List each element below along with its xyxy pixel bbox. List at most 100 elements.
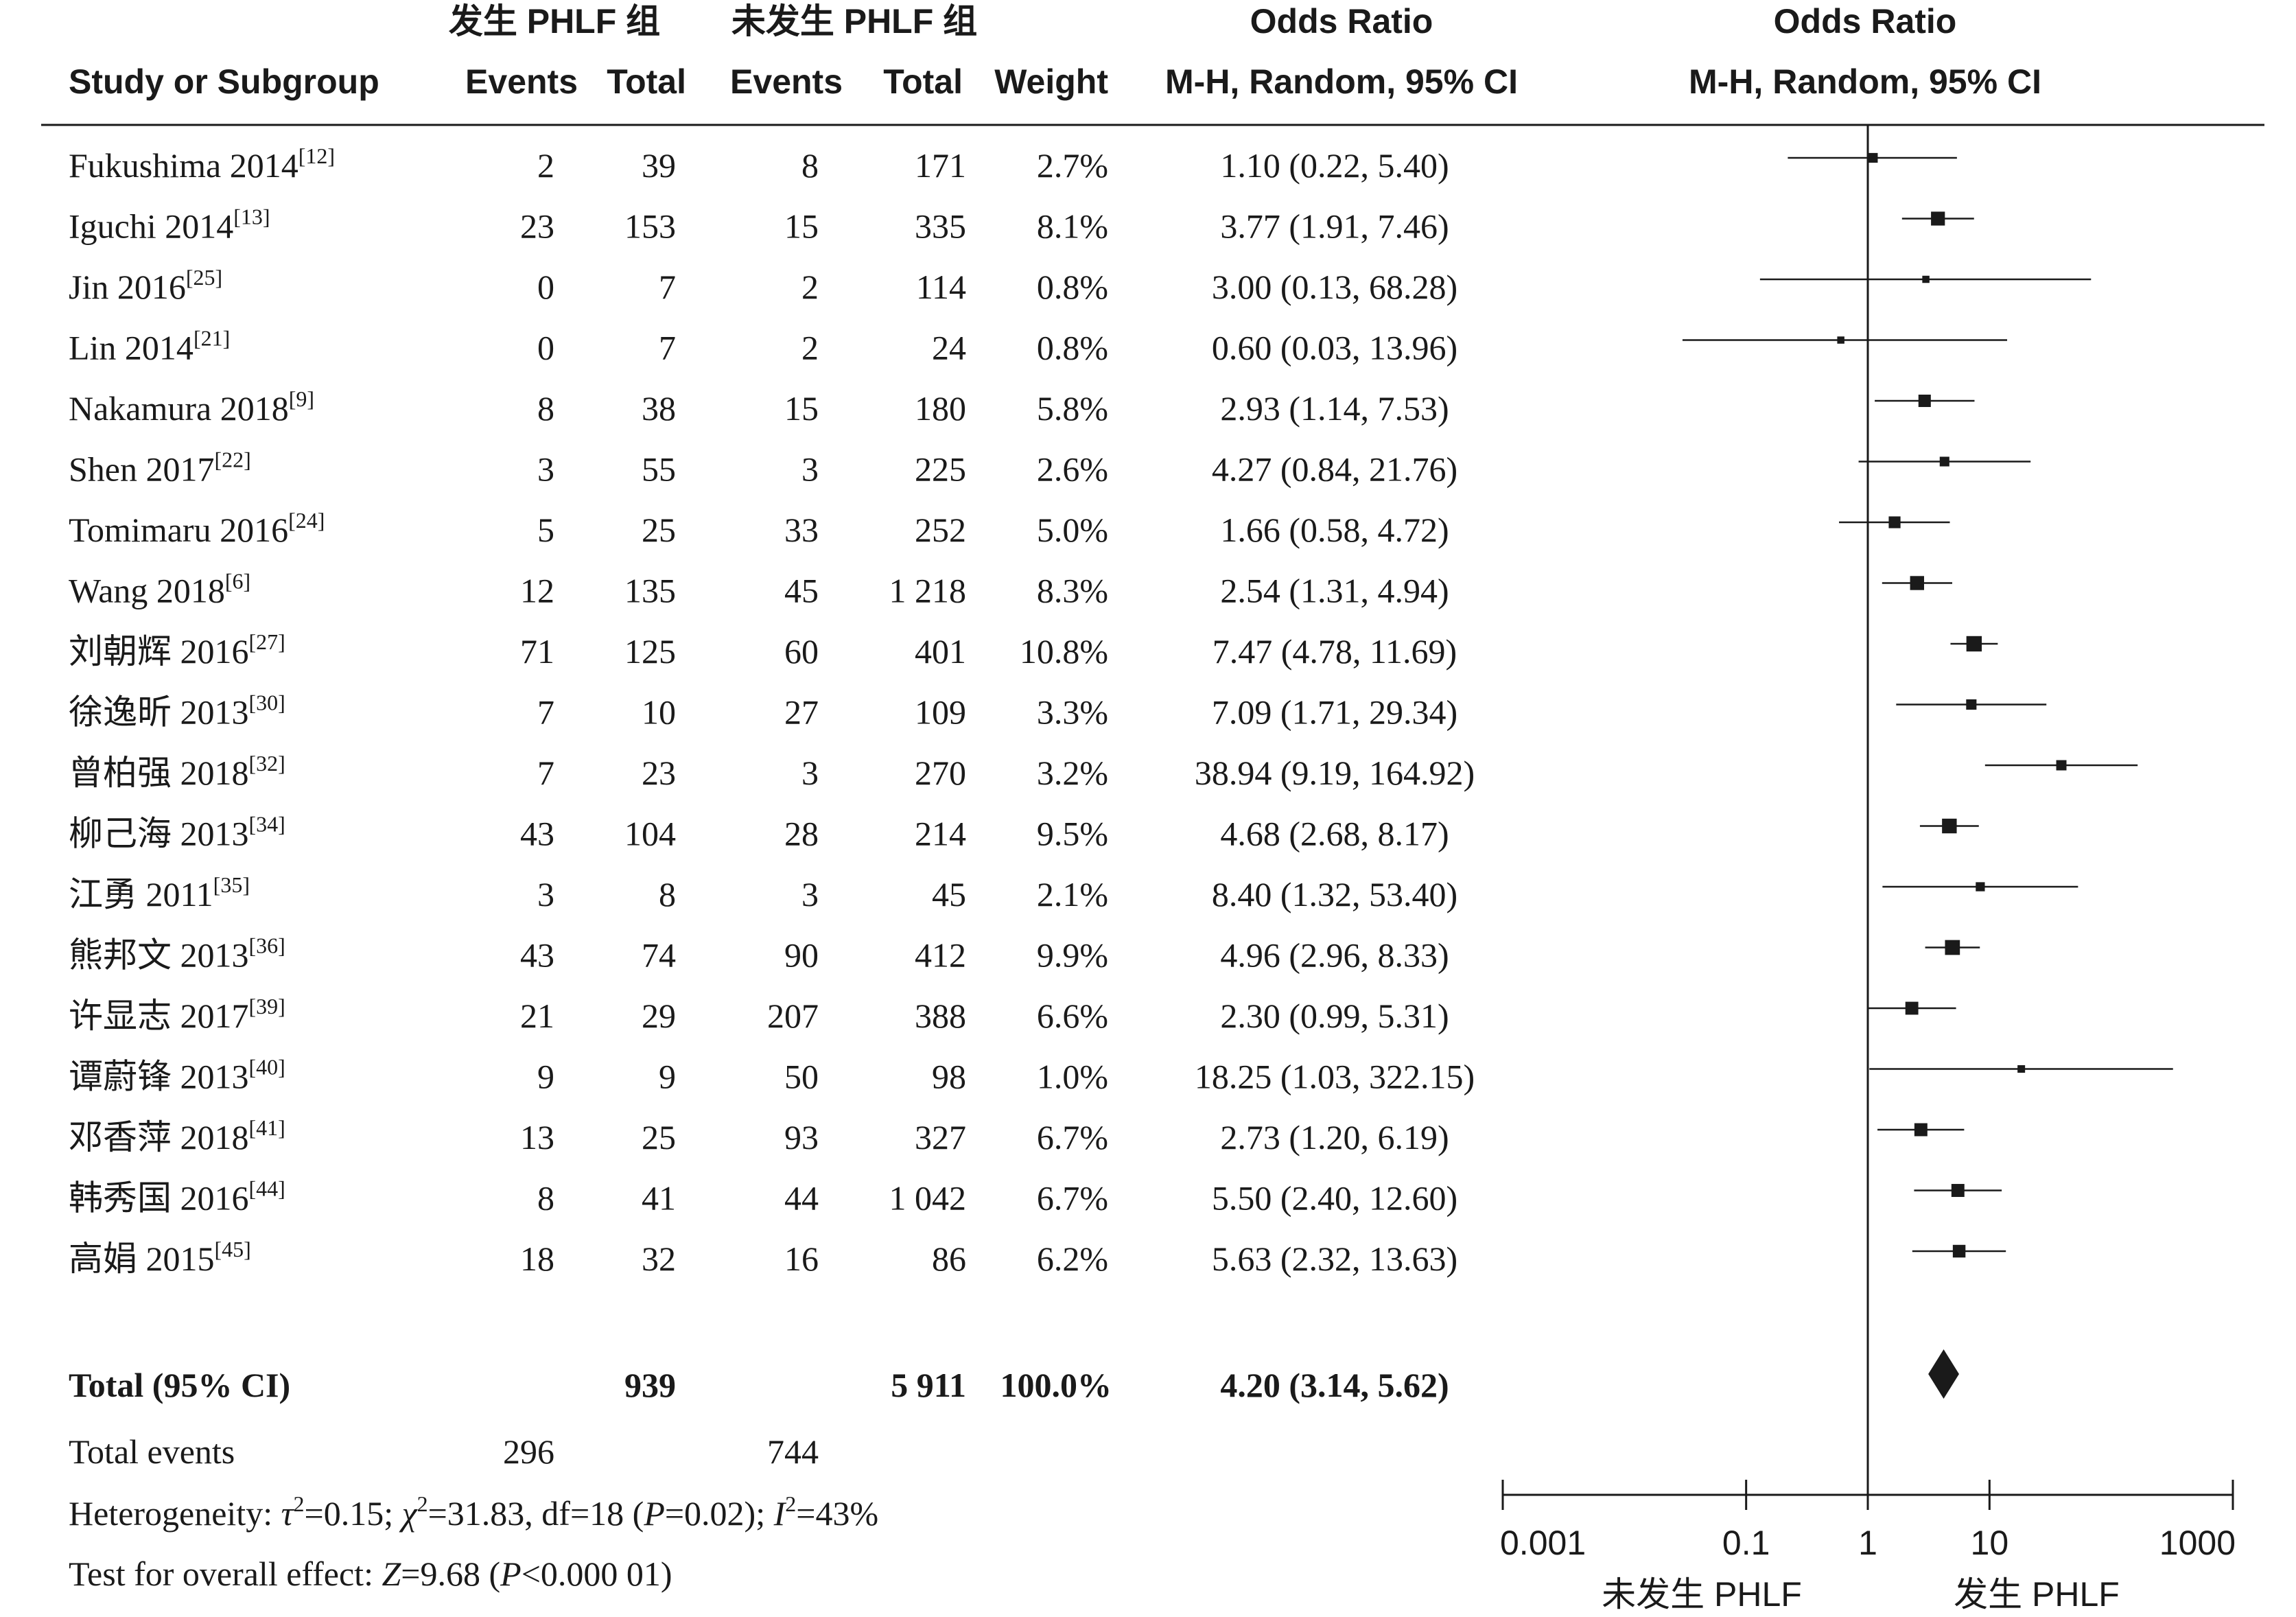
study-weight: 0.8% <box>1037 268 1108 306</box>
events-group1: 0 <box>537 329 554 367</box>
total-label: Total (95% CI) <box>69 1366 290 1404</box>
x-tick-label: 10 <box>1971 1524 2009 1562</box>
total-events-group1: 296 <box>503 1432 554 1471</box>
study-weight: 8.3% <box>1037 572 1108 610</box>
events-group2: 16 <box>784 1240 819 1278</box>
study-weight: 3.2% <box>1037 754 1108 792</box>
events-group1: 43 <box>520 936 554 975</box>
total-group2: 24 <box>932 329 966 367</box>
total-group2: 180 <box>915 389 966 428</box>
column-header-events2: Events <box>730 62 843 101</box>
events-group2: 27 <box>784 693 819 732</box>
study-point-estimate <box>1918 394 1931 408</box>
total-group2: 45 <box>932 875 966 914</box>
study-name: 江勇 2011[35] <box>69 872 250 914</box>
study-point-estimate <box>1939 456 1949 467</box>
study-or-ci: 8.40 (1.32, 53.40) <box>1212 875 1457 914</box>
or-method: M-H, Random, 95% CI <box>1165 62 1518 101</box>
study-or-ci: 1.66 (0.58, 4.72) <box>1220 511 1449 549</box>
total-group2: 401 <box>915 632 966 671</box>
column-header-total2: Total <box>883 62 963 101</box>
study-point-estimate <box>1931 211 1945 226</box>
total-group1: 104 <box>624 815 676 853</box>
column-header-total1: Total <box>607 62 686 101</box>
study-name: 刘朝辉 2016[27] <box>69 629 285 671</box>
events-group2: 8 <box>801 146 819 185</box>
study-point-estimate <box>1905 1001 1919 1015</box>
total-weight: 100.0% <box>1000 1366 1112 1404</box>
events-group1: 12 <box>520 572 554 610</box>
total-group1: 38 <box>642 389 676 428</box>
events-group2: 33 <box>784 511 819 549</box>
events-group2: 15 <box>784 207 819 246</box>
total-or-ci: 4.20 (3.14, 5.62) <box>1220 1366 1449 1404</box>
study-point-estimate <box>1945 940 1960 955</box>
events-group1: 8 <box>537 389 554 428</box>
events-group1: 43 <box>520 815 554 853</box>
study-name: Tomimaru 2016[24] <box>69 508 325 549</box>
study-or-ci: 4.96 (2.96, 8.33) <box>1220 936 1449 975</box>
total-group2: 1 218 <box>889 572 967 610</box>
events-group2: 15 <box>784 389 819 428</box>
study-weight: 6.7% <box>1037 1179 1108 1218</box>
total-group2: 214 <box>915 815 966 853</box>
total-group2: 388 <box>915 997 966 1035</box>
total-group2: 109 <box>915 693 966 732</box>
study-point-estimate <box>1837 336 1844 344</box>
total-group1: 25 <box>642 1118 676 1156</box>
study-or-ci: 2.73 (1.20, 6.19) <box>1220 1118 1449 1156</box>
study-or-ci: 0.60 (0.03, 13.96) <box>1212 329 1457 367</box>
study-point-estimate <box>1976 882 1985 892</box>
overall-effect-test: Test for overall effect: Z=9.68 (P<0.000… <box>69 1555 672 1593</box>
total-group1: 74 <box>642 936 676 975</box>
study-point-estimate <box>1952 1244 1966 1258</box>
events-group2: 45 <box>784 572 819 610</box>
total-group1: 9 <box>659 1058 676 1096</box>
events-group1: 23 <box>520 207 554 246</box>
study-name: Wang 2018[6] <box>69 569 250 610</box>
events-group1: 2 <box>537 146 554 185</box>
total-group2: 225 <box>915 450 966 489</box>
total-group2: 335 <box>915 207 966 246</box>
study-or-ci: 7.09 (1.71, 29.34) <box>1212 693 1457 732</box>
study-name: 许显志 2017[39] <box>69 994 285 1035</box>
events-group1: 3 <box>537 450 554 489</box>
x-tick-label: 1 <box>1858 1524 1877 1562</box>
study-or-ci: 38.94 (9.19, 164.92) <box>1195 754 1475 792</box>
pooled-estimate-diamond <box>1928 1349 1959 1399</box>
total-events-group2: 744 <box>767 1432 819 1471</box>
events-group2: 44 <box>784 1179 819 1218</box>
total-group1: 10 <box>642 693 676 732</box>
events-group2: 2 <box>801 268 819 306</box>
study-name: Jin 2016[25] <box>69 265 222 306</box>
axis-right-label: 发生 PHLF <box>1954 1575 2120 1614</box>
heterogeneity-stats: Heterogeneity: τ2=0.15; χ2=31.83, df=18 … <box>69 1491 878 1533</box>
events-group2: 93 <box>784 1118 819 1156</box>
plot-method: M-H, Random, 95% CI <box>1689 62 2041 101</box>
study-weight: 9.9% <box>1037 936 1108 975</box>
total-group2: 114 <box>916 268 966 306</box>
study-name: 柳己海 2013[34] <box>69 812 285 853</box>
axis-left-label: 未发生 PHLF <box>1602 1575 1802 1614</box>
total-count-group1: 939 <box>624 1366 676 1404</box>
group2-title: 未发生 PHLF 组 <box>731 2 977 40</box>
study-point-estimate <box>2017 1065 2026 1073</box>
study-weight: 2.6% <box>1037 450 1108 489</box>
total-group1: 23 <box>642 754 676 792</box>
x-tick-label: 1000 <box>2159 1524 2236 1562</box>
events-group2: 3 <box>801 875 819 914</box>
total-group1: 29 <box>642 997 676 1035</box>
study-point-estimate <box>1966 636 1982 652</box>
total-group1: 55 <box>642 450 676 489</box>
total-group2: 270 <box>915 754 966 792</box>
study-name: 曾柏强 2018[32] <box>69 751 285 792</box>
events-group1: 7 <box>537 754 554 792</box>
study-or-ci: 18.25 (1.03, 322.15) <box>1195 1058 1475 1096</box>
total-group2: 171 <box>915 146 966 185</box>
study-or-ci: 2.54 (1.31, 4.94) <box>1220 572 1449 610</box>
study-or-ci: 3.77 (1.91, 7.46) <box>1220 207 1449 246</box>
total-group2: 86 <box>932 1240 966 1278</box>
total-group2: 98 <box>932 1058 966 1096</box>
study-weight: 6.2% <box>1037 1240 1108 1278</box>
study-name: 徐逸昕 2013[30] <box>69 690 285 732</box>
